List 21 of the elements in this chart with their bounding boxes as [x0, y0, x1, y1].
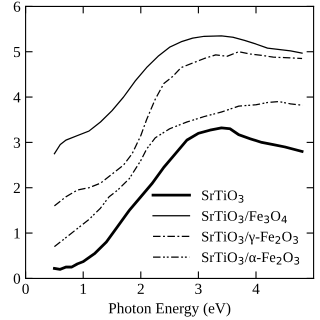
legend-label: SrTiO$_{3}$/α-Fe$_{2}$O$_{3}$	[202, 252, 300, 265]
line-series	[54, 51, 303, 206]
y-tick-label: 1	[14, 228, 20, 238]
y-tick-label: 5	[14, 47, 20, 58]
legend-label: SrTiO$_{3}$/γ-Fe$_{2}$O$_{3}$	[202, 232, 298, 244]
x-tick-label: 1	[80, 284, 86, 294]
y-tick-label: 3	[14, 138, 20, 148]
y-tick-label: 6	[14, 2, 20, 12]
x-tick-label: 3	[195, 284, 202, 294]
x-tick-label: 0	[22, 284, 29, 294]
line-series	[54, 100, 303, 248]
legend-label: SrTiO$_{3}$	[202, 190, 244, 203]
x-axis-title: Photon Energy (eV)	[108, 302, 230, 317]
y-tick-label: 0	[14, 274, 20, 284]
legend-label: SrTiO$_{3}$/Fe$_{3}$O$_{4}$	[202, 211, 287, 224]
y-tick-label: 4	[13, 92, 20, 102]
x-tick-label: 4	[252, 284, 260, 294]
line-series	[54, 35, 303, 154]
y-tick-label: 2	[14, 182, 20, 194]
x-tick-label: 2	[138, 284, 144, 294]
line-series	[53, 126, 304, 271]
